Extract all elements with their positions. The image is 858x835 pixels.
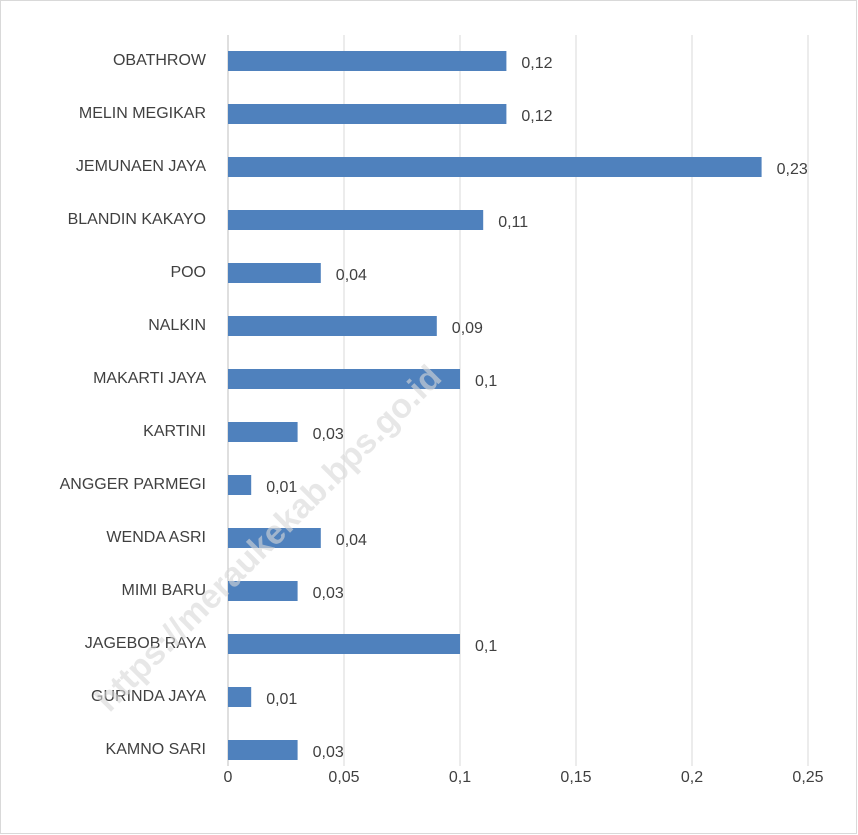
y-tick-label: MELIN MEGIKAR [79,105,206,122]
bar [228,316,437,336]
y-tick-label: MAKARTI JAYA [93,370,206,387]
value-label: 0,23 [777,161,808,178]
value-label: 0,04 [336,532,367,549]
bar [228,740,298,760]
value-label: 0,03 [313,744,344,761]
value-label: 0,04 [336,267,367,284]
bar [228,263,321,283]
y-tick-label: GURINDA JAYA [91,688,206,705]
bar [228,687,252,707]
y-tick-label: JEMUNAEN JAYA [76,158,206,175]
y-tick-label: WENDA ASRI [106,529,206,546]
y-tick-label: NALKIN [148,317,206,334]
value-label: 0,11 [498,214,528,231]
bar [228,157,762,177]
bar [228,210,484,230]
y-tick-label: MIMI BARU [122,582,206,599]
value-label: 0,09 [452,320,483,337]
bar [228,581,298,601]
value-label: 0,1 [475,373,497,390]
value-label: 0,03 [313,426,344,443]
bars: OBATHROW 0,12 MELIN MEGIKAR 0,12 JEMUNAEN JA… [60,51,808,761]
value-label: 0,12 [521,108,552,125]
bar [228,528,321,548]
y-tick-label: OBATHROW [113,52,207,69]
y-tick-label: JAGEBOB RAYA [85,635,207,652]
x-tick-label: 0,15 [560,769,591,786]
x-tick-label: 0,1 [449,769,471,786]
x-tick-label: 0,2 [681,769,703,786]
y-tick-label: KARTINI [143,423,206,440]
grid: 0 0,05 0,1 0,15 0,2 0,25 [224,35,824,786]
x-tick-label: 0,25 [792,769,823,786]
bar [228,422,298,442]
bar [228,369,460,389]
value-label: 0,03 [313,585,344,602]
y-tick-label: POO [170,264,206,281]
bar [228,634,460,654]
bar [228,51,507,71]
x-tick-label: 0 [224,769,233,786]
y-tick-label: BLANDIN KAKAYO [68,211,206,228]
bar [228,104,507,124]
value-label: 0,01 [266,479,297,496]
bar [228,475,252,495]
value-label: 0,01 [266,691,297,708]
x-tick-label: 0,05 [328,769,359,786]
value-label: 0,1 [475,638,497,655]
y-tick-label: ANGGER PARMEGI [60,476,206,493]
value-label: 0,12 [521,55,552,72]
y-tick-label: KAMNO SARI [106,741,206,758]
